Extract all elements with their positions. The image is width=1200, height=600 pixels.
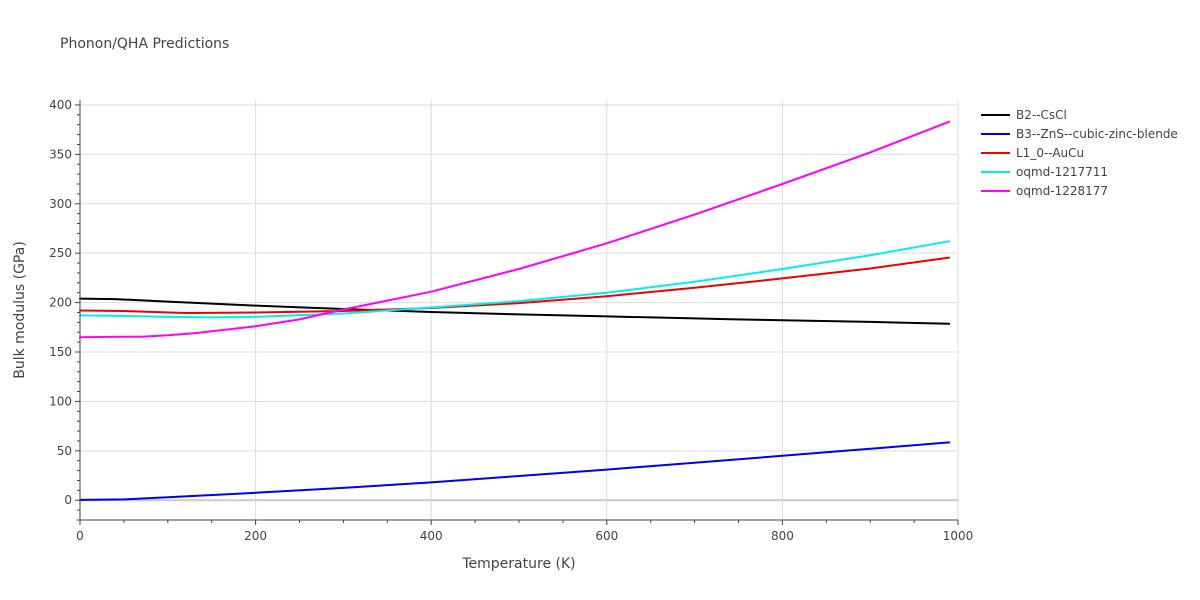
y-tick-label: 400	[49, 98, 72, 112]
legend-item[interactable]: oqmd-1228177	[981, 184, 1108, 198]
series-line-1[interactable]	[79, 297, 951, 325]
y-tick-label: 0	[64, 493, 72, 507]
y-tick-label: 150	[49, 345, 72, 359]
x-tick-label: 0	[76, 529, 84, 543]
y-tick-label: 100	[49, 394, 72, 408]
x-tick-label: 800	[771, 529, 794, 543]
x-axis-title: Temperature (K)	[461, 556, 575, 572]
series-line-5[interactable]	[79, 120, 951, 339]
y-tick-label: 350	[49, 147, 72, 161]
legend-item[interactable]: B3--ZnS--cubic-zinc-blende	[981, 127, 1178, 141]
legend-label: oqmd-1228177	[1016, 184, 1108, 198]
axes	[75, 100, 959, 525]
legend-label: B2--CsCl	[1016, 108, 1067, 122]
legend-label: B3--ZnS--cubic-zinc-blende	[1016, 127, 1178, 141]
y-tick-label: 50	[57, 444, 72, 458]
y-tick-label: 300	[49, 197, 72, 211]
x-tick-label: 400	[420, 529, 443, 543]
series-lines	[79, 120, 951, 501]
y-axis-title: Bulk modulus (GPa)	[12, 241, 28, 379]
y-tick-label: 200	[49, 296, 72, 310]
legend-item[interactable]: B2--CsCl	[981, 108, 1067, 122]
legend[interactable]: B2--CsCl B3--ZnS--cubic-zinc-blende L1_0--…	[981, 108, 1178, 198]
tick-labels: 0 200 400 600 800 1000 0 50 100 150 200 250 300 350 40…	[49, 98, 973, 543]
y-tick-label: 250	[49, 246, 72, 260]
x-tick-label: 1000	[943, 529, 974, 543]
legend-item[interactable]: L1_0--AuCu	[981, 146, 1084, 160]
legend-label: oqmd-1217711	[1016, 165, 1108, 179]
series-line-2[interactable]	[79, 441, 951, 501]
grid-lines	[80, 100, 959, 520]
x-tick-label: 600	[595, 529, 618, 543]
x-tick-label: 200	[244, 529, 267, 543]
series-line-4[interactable]	[79, 240, 951, 319]
series-line-3[interactable]	[79, 256, 951, 314]
legend-item[interactable]: oqmd-1217711	[981, 165, 1108, 179]
legend-label: L1_0--AuCu	[1016, 146, 1084, 160]
chart-title: Phonon/QHA Predictions	[60, 36, 230, 52]
